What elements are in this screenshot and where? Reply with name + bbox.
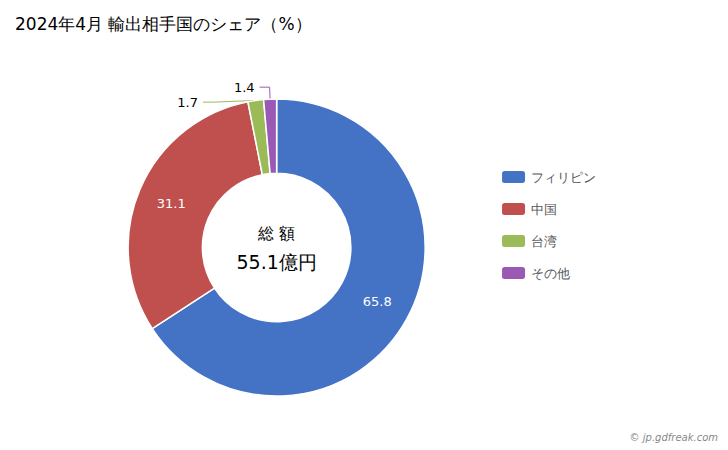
svg-text:その他: その他: [531, 266, 570, 281]
svg-text:総 額: 総 額: [257, 224, 295, 243]
svg-text:55.1億円: 55.1億円: [236, 251, 316, 273]
svg-text:© jp.gdfreak.com: © jp.gdfreak.com: [630, 432, 719, 443]
svg-text:31.1: 31.1: [157, 196, 186, 211]
svg-text:1.4: 1.4: [234, 80, 255, 95]
svg-text:中国: 中国: [531, 202, 557, 217]
svg-text:1.7: 1.7: [177, 95, 198, 110]
svg-text:65.8: 65.8: [363, 294, 392, 309]
svg-text:台湾: 台湾: [531, 234, 557, 249]
svg-text:フィリピン: フィリピン: [531, 170, 596, 185]
svg-text:2024年4月 輸出相手国のシェア（%）: 2024年4月 輸出相手国のシェア（%）: [15, 14, 312, 34]
